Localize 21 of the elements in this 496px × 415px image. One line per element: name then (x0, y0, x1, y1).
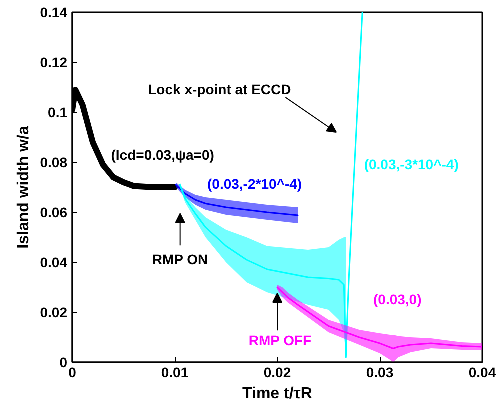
y-tick-label: 0.06 (40, 204, 68, 220)
y-tick-label: 0.12 (40, 54, 68, 70)
x-tick-label: 0.03 (366, 364, 394, 380)
x-tick-label: 0.04 (468, 364, 496, 380)
x-axis-title: Time t/τR (242, 386, 313, 402)
y-tick-label: 0.02 (40, 304, 68, 320)
annotation: RMP OFF (248, 332, 312, 348)
series-label: (0.03,-2*10^-4) (208, 176, 302, 192)
y-axis-title: Island width w/a (15, 126, 32, 249)
x-tick-label: 0.01 (161, 364, 189, 380)
y-tick-label: 0.04 (40, 254, 68, 270)
series-label: (Icd=0.03,ψa=0) (111, 147, 214, 163)
y-tick-label: 0.08 (40, 154, 68, 170)
annotation: RMP ON (152, 252, 208, 268)
series-label: (0.03,-3*10^-4) (364, 156, 459, 172)
x-tick-label: 0.02 (264, 364, 292, 380)
y-tick-label: 0.14 (40, 4, 68, 20)
y-tick-label: 0 (60, 354, 68, 370)
y-tick-label: 0.1 (48, 104, 68, 120)
text: (0.03,0) (374, 292, 422, 308)
annotation: Lock x-point at ECCD (148, 82, 292, 98)
